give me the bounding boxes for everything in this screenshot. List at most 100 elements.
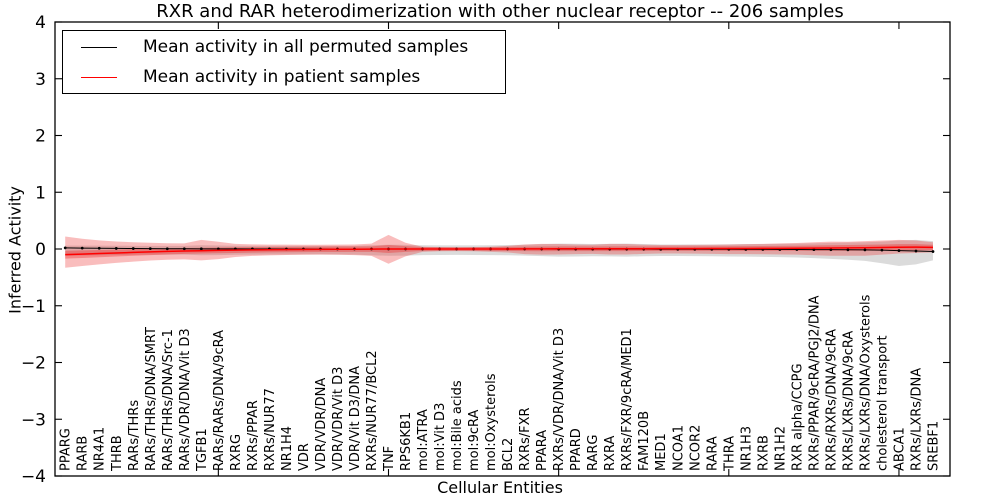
x-tick-label: TNF	[382, 446, 397, 472]
x-tick-label: mol:ATRA	[416, 409, 431, 471]
permuted-mean-marker	[80, 246, 84, 250]
permuted-mean-marker	[131, 247, 135, 250]
x-tick-label: SREBF1	[926, 421, 941, 471]
x-tick-label: NR4A1	[93, 427, 108, 471]
y-tick-label: 2	[35, 127, 46, 147]
legend-item: Mean activity in all permuted samples	[63, 33, 505, 61]
x-tick-label: TGFB1	[195, 428, 210, 472]
y-tick-label: −2	[21, 354, 46, 374]
permuted-mean-marker	[165, 247, 169, 251]
x-tick-label: RXRs/RXRs/DNA/9cRA	[824, 329, 839, 471]
y-tick-label: −3	[21, 410, 46, 430]
x-tick-label: RARG	[586, 434, 601, 471]
permuted-mean-marker	[846, 248, 850, 252]
permuted-mean-marker	[114, 247, 118, 250]
permuted-mean-marker	[897, 249, 901, 252]
permuted-std-band	[65, 239, 933, 267]
y-tick-label: −1	[21, 297, 46, 317]
x-tick-label: cholesterol transport	[875, 335, 890, 471]
x-tick-label: PPARA	[535, 430, 550, 471]
x-tick-label: RXRs/LXRs/DNA/9cRA	[841, 331, 856, 471]
x-tick-label: RXRs/PPAR/9cRA/PGJ2/DNA	[807, 295, 822, 471]
x-tick-label: mol:Vit D3	[433, 403, 448, 471]
x-tick-labels: PPARG RARB NR4A1 THRB RARs/THRs RARs/THRs/DNA…	[59, 294, 942, 472]
x-tick-label: THRA	[722, 436, 737, 472]
y-tick-label: 1	[35, 183, 46, 203]
x-tick-label: NR1H4	[280, 426, 295, 471]
x-tick-label: THRB	[110, 435, 125, 472]
x-tick-label: BCL2	[501, 438, 516, 471]
permuted-mean-marker	[216, 247, 220, 251]
x-tick-label: RARB	[76, 436, 91, 471]
mean-lines	[63, 246, 935, 256]
permuted-mean-marker	[931, 250, 935, 253]
x-tick-label: RXRA	[603, 436, 618, 471]
x-tick-label: PPARD	[569, 428, 584, 471]
x-tick-label: RARs/THRs	[127, 400, 142, 471]
permuted-mean-marker	[97, 246, 101, 250]
x-tick-label: VDR	[297, 443, 312, 471]
x-tick-label: RXRB	[756, 435, 771, 471]
x-tick-label: RXRs/FXR	[518, 407, 533, 471]
x-tick-label: mol:9cRA	[467, 409, 482, 471]
chart-title: RXR and RAR heterodimerization with othe…	[156, 1, 844, 22]
x-tick-label: RPS6KB1	[399, 412, 414, 471]
x-tick-label: ABCA1	[892, 427, 907, 471]
x-tick-label: mol:Oxysterols	[484, 373, 499, 471]
x-tick-label: FAM120B	[637, 411, 652, 471]
permuted-mean-marker	[182, 247, 186, 251]
legend-line-sample	[81, 76, 117, 78]
confidence-bands	[65, 234, 933, 268]
y-tick-label: −4	[21, 467, 46, 487]
x-tick-label: RXRs/FXR/9cRA/MED1	[620, 328, 635, 471]
x-tick-label: RXRs/LXRs/DNA	[909, 368, 924, 471]
x-tick-label: RARs/THRs/DNA/Src-1	[161, 329, 176, 471]
permuted-mean-marker	[863, 248, 867, 252]
x-tick-label: VDR/VDR/Vit D3	[331, 367, 346, 471]
legend-label: Mean activity in patient samples	[143, 67, 421, 87]
x-tick-label: VDR/Vit D3/DNA	[348, 366, 363, 471]
x-tick-label: RARs/RARs/DNA/9cRA	[212, 330, 227, 471]
x-tick-label: NCOA1	[671, 425, 686, 471]
y-tick-label: 4	[35, 13, 46, 33]
x-tick-label: RXRG	[229, 434, 244, 471]
x-tick-label: RARs/VDR/DNA/Vit D3	[178, 328, 193, 471]
x-tick-label: NR1H3	[739, 426, 754, 471]
x-tick-label: RXR alpha/CCPG	[790, 363, 805, 471]
x-tick-label: VDR/VDR/DNA	[314, 378, 329, 471]
permuted-mean-marker	[880, 248, 884, 252]
permuted-mean-marker	[812, 248, 816, 251]
permuted-mean-marker	[829, 248, 833, 252]
x-tick-label: RXRs/NUR77/BCL2	[365, 350, 380, 471]
legend-line-sample	[81, 46, 117, 48]
x-tick-label: NR1H2	[773, 426, 788, 471]
y-tick-labels: −4 −3 −2 −1 0 1 2 3 4	[21, 13, 46, 487]
y-tick-label: 3	[35, 70, 46, 90]
x-axis-label: Cellular Entities	[437, 478, 563, 497]
x-tick-label: RXRs/LXRs/DNA/Oxysterols	[858, 294, 873, 471]
permuted-mean-marker	[914, 249, 918, 253]
x-tick-label: PPARG	[59, 428, 74, 471]
x-tick-label: RARs/THRs/DNA/SMRT	[144, 327, 159, 471]
x-tick-label: mol:Bile acids	[450, 380, 465, 471]
legend: Mean activity in all permuted samples Mea…	[62, 30, 506, 94]
legend-label: Mean activity in all permuted samples	[143, 37, 469, 57]
x-tick-label: RXRs/NUR77	[263, 388, 278, 471]
x-tick-label: RXRs/PPAR	[246, 400, 261, 471]
x-tick-label: RARA	[705, 436, 720, 471]
y-axis-label: Inferred Activity	[5, 186, 25, 314]
patient-mean-line	[65, 246, 933, 256]
permuted-mean-marker	[199, 247, 203, 251]
x-tick-label: NCOR2	[688, 425, 703, 471]
permuted-mean-marker	[63, 246, 67, 250]
permuted-mean-marker	[148, 247, 152, 251]
legend-item: Mean activity in patient samples	[63, 63, 505, 91]
patient-sem-band	[65, 244, 933, 259]
patient-std-band	[65, 234, 933, 268]
x-tick-label: RXRs/VDR/DNA/Vit D3	[552, 328, 567, 471]
x-tick-label: MED1	[654, 433, 669, 471]
y-tick-label: 0	[35, 240, 46, 260]
axes-frame	[54, 21, 951, 477]
